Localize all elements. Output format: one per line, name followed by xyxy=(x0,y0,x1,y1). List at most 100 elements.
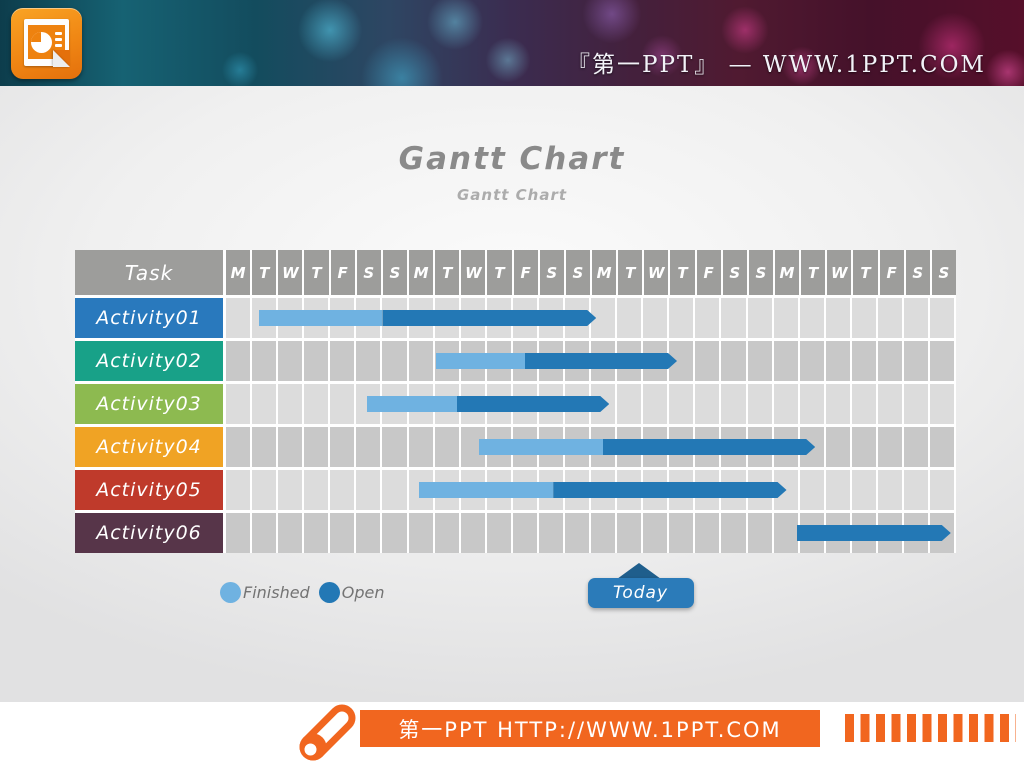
day-cell xyxy=(825,298,852,338)
day-cell xyxy=(252,427,279,467)
day-cell xyxy=(695,298,722,338)
day-cell xyxy=(304,427,331,467)
day-cell xyxy=(226,470,253,510)
task-label: Activity01 xyxy=(75,298,226,338)
day-cell xyxy=(226,384,253,424)
day-cell xyxy=(408,513,435,553)
document-sheet xyxy=(24,19,70,67)
day-cell xyxy=(799,298,826,338)
day-header-cell: T xyxy=(670,250,697,295)
day-cell xyxy=(851,341,878,381)
day-header-cell: S xyxy=(539,250,566,295)
day-cell xyxy=(721,384,748,424)
day-cell xyxy=(904,427,931,467)
day-cell xyxy=(825,341,852,381)
day-cell xyxy=(930,470,957,510)
task-label: Activity04 xyxy=(75,427,226,467)
day-header-cell: F xyxy=(330,250,357,295)
day-cell xyxy=(825,427,852,467)
day-header-cell: T xyxy=(487,250,514,295)
day-cell xyxy=(330,341,357,381)
day-header-cell: F xyxy=(696,250,723,295)
day-cell xyxy=(721,298,748,338)
day-cell xyxy=(904,384,931,424)
day-cell xyxy=(356,513,383,553)
title-block: Gantt Chart Gantt Chart xyxy=(0,141,1024,204)
legend-item: Finished xyxy=(220,582,310,603)
day-cell xyxy=(851,427,878,467)
day-cell xyxy=(226,298,253,338)
day-cell xyxy=(356,341,383,381)
footer: 第一PPT HTTP://WWW.1PPT.COM xyxy=(0,702,1024,768)
day-cell xyxy=(669,384,696,424)
day-cell xyxy=(773,298,800,338)
day-cell xyxy=(721,341,748,381)
day-cell xyxy=(930,341,957,381)
document-content xyxy=(28,25,65,59)
legend-dot-icon xyxy=(318,582,340,603)
today-pointer-icon xyxy=(616,563,661,579)
gantt-task-row: Activity06 xyxy=(75,513,957,553)
day-cell xyxy=(226,341,253,381)
task-label: Activity05 xyxy=(75,470,226,510)
task-label: Activity02 xyxy=(75,341,226,381)
day-cell xyxy=(304,513,331,553)
open-bar xyxy=(553,482,786,498)
task-timeline xyxy=(226,384,957,424)
day-cell xyxy=(747,384,774,424)
day-cell xyxy=(825,384,852,424)
day-cell xyxy=(591,513,618,553)
day-cell xyxy=(565,513,592,553)
day-header-cell: T xyxy=(801,250,828,295)
finished-bar xyxy=(258,310,383,326)
day-cell xyxy=(799,384,826,424)
day-cell xyxy=(252,470,279,510)
day-header-cell: T xyxy=(853,250,880,295)
day-cell xyxy=(669,298,696,338)
day-cell xyxy=(538,513,566,553)
finished-bar xyxy=(478,439,603,455)
day-cell xyxy=(252,341,279,381)
page-title: Gantt Chart xyxy=(398,141,626,177)
task-column-header: Task xyxy=(75,250,226,295)
day-cell xyxy=(330,513,357,553)
day-cell xyxy=(356,427,383,467)
day-header-cell: T xyxy=(252,250,279,295)
gantt-task-row: Activity02 xyxy=(75,341,957,381)
day-cell xyxy=(617,513,644,553)
day-cell xyxy=(434,513,461,553)
day-cell xyxy=(304,341,331,381)
day-cell xyxy=(252,513,279,553)
day-cell xyxy=(773,384,800,424)
legend-item: Open xyxy=(318,582,385,603)
finished-bar xyxy=(366,396,457,412)
day-cell xyxy=(851,298,878,338)
day-header-cell: M xyxy=(226,250,253,295)
task-label: Activity06 xyxy=(75,513,226,553)
open-bar xyxy=(457,396,610,412)
task-timeline xyxy=(226,341,957,381)
day-cell xyxy=(851,470,878,510)
day-cell xyxy=(825,470,852,510)
gantt-task-row: Activity05 xyxy=(75,470,957,510)
gantt-rows: Activity01 Activity02 Activity03 Activity04… xyxy=(75,298,957,553)
day-cell xyxy=(930,298,957,338)
day-header-cell: T xyxy=(304,250,331,295)
day-header-cell: W xyxy=(461,250,488,295)
day-cell xyxy=(773,341,800,381)
day-cell xyxy=(382,341,409,381)
day-header-cell: S xyxy=(565,250,592,295)
folded-corner-icon xyxy=(53,50,70,67)
legend-label: Finished xyxy=(243,583,310,602)
day-header-cell: M xyxy=(774,250,802,295)
task-label: Activity03 xyxy=(75,384,226,424)
day-cell xyxy=(877,341,905,381)
day-cell xyxy=(434,427,461,467)
legend-label: Open xyxy=(341,583,385,602)
day-cell xyxy=(930,427,957,467)
day-cell xyxy=(330,470,357,510)
day-cell xyxy=(877,384,905,424)
open-bar xyxy=(525,353,678,369)
